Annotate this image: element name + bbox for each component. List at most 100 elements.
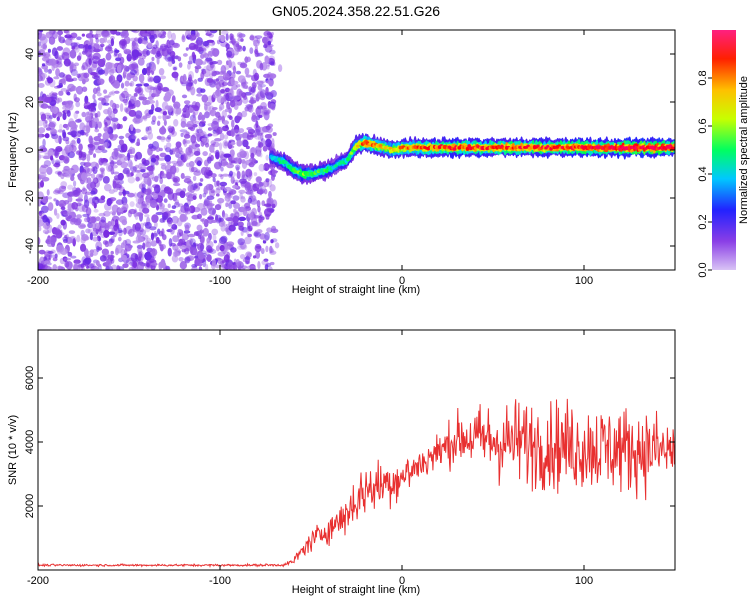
noise-blob: [50, 155, 54, 161]
noise-blob: [218, 201, 222, 209]
noise-blob: [216, 180, 220, 187]
noise-blob: [44, 133, 50, 139]
noise-blob: [198, 181, 202, 186]
noise-blob: [142, 99, 148, 106]
noise-blob: [250, 97, 257, 104]
noise-blob: [213, 161, 222, 170]
noise-blob: [147, 96, 154, 101]
noise-blob: [218, 221, 225, 227]
noise-blob: [52, 106, 58, 114]
noise-blob: [150, 262, 158, 266]
noise-blob: [266, 64, 270, 70]
colorbar-label: Normalized spectral amplitude: [738, 76, 750, 224]
noise-blob: [108, 231, 116, 235]
noise-blob: [230, 35, 234, 44]
noise-blob: [127, 159, 133, 168]
noise-blob: [187, 76, 192, 81]
noise-blob: [259, 80, 266, 84]
noise-blob: [55, 199, 60, 207]
noise-blob: [196, 160, 202, 167]
noise-blob: [161, 234, 167, 241]
noise-blob: [250, 87, 256, 93]
noise-blob: [245, 168, 253, 178]
noise-blob: [175, 153, 180, 158]
noise-blob: [138, 183, 144, 190]
noise-blob: [212, 91, 220, 99]
noise-blob: [241, 170, 246, 179]
noise-blob: [212, 129, 217, 134]
noise-blob: [204, 111, 210, 119]
noise-blob: [197, 114, 202, 121]
noise-blob: [201, 94, 209, 103]
noise-blob: [141, 68, 148, 75]
noise-blob: [48, 121, 57, 128]
noise-blob: [39, 210, 44, 215]
noise-blob: [265, 178, 270, 183]
noise-blob: [185, 206, 192, 215]
noise-blob: [212, 177, 216, 183]
noise-blob: [215, 129, 220, 135]
noise-blob: [78, 143, 83, 152]
noise-blob: [127, 176, 136, 184]
noise-blob: [198, 123, 203, 131]
noise-blob: [186, 180, 193, 185]
noise-blob: [41, 56, 50, 62]
noise-blob: [147, 85, 154, 90]
noise-blob: [182, 131, 191, 136]
noise-blob: [105, 52, 112, 61]
noise-blob: [255, 251, 261, 259]
noise-blob: [201, 114, 206, 121]
noise-blob: [188, 160, 195, 168]
noise-blob: [55, 161, 61, 165]
noise-blob: [43, 66, 48, 71]
noise-blob: [85, 49, 92, 58]
noise-blob: [89, 36, 94, 44]
noise-blob: [209, 109, 217, 117]
noise-blob: [142, 33, 150, 37]
noise-blob: [263, 162, 270, 172]
snr-y-tick-label: 4000: [24, 430, 36, 454]
noise-blob: [40, 113, 47, 122]
noise-blob: [209, 30, 218, 34]
noise-blob: [65, 214, 69, 221]
noise-blob: [169, 50, 176, 58]
noise-blob: [111, 204, 119, 213]
noise-blob: [42, 155, 50, 160]
noise-blob: [107, 93, 112, 98]
noise-blob: [266, 126, 273, 133]
noise-blob: [231, 119, 235, 129]
noise-blob: [260, 247, 265, 255]
noise-blob: [232, 264, 238, 270]
noise-blob: [203, 65, 211, 70]
noise-blob: [64, 34, 72, 39]
noise-blob: [114, 182, 123, 191]
noise-blob: [247, 104, 253, 113]
noise-blob: [114, 103, 120, 109]
noise-blob: [38, 216, 41, 225]
noise-blob: [151, 56, 155, 62]
noise-blob: [149, 171, 155, 180]
noise-blob: [92, 93, 96, 100]
noise-blob: [132, 75, 138, 82]
noise-blob: [150, 157, 157, 163]
noise-blob: [256, 229, 263, 234]
noise-blob: [63, 173, 72, 178]
noise-blob: [113, 224, 118, 232]
noise-blob: [102, 176, 110, 184]
noise-blob: [264, 138, 272, 148]
noise-blob: [67, 195, 73, 203]
noise-blob: [68, 230, 76, 234]
noise-blob: [134, 37, 139, 42]
noise-blob: [164, 265, 170, 270]
noise-blob: [126, 53, 132, 62]
noise-blob: [187, 233, 196, 238]
noise-blob: [115, 183, 122, 189]
noise-blob: [38, 226, 42, 232]
noise-blob: [246, 220, 251, 230]
noise-blob: [232, 179, 240, 184]
noise-blob: [97, 97, 106, 101]
noise-blob: [89, 30, 93, 35]
noise-blob: [84, 257, 92, 265]
noise-blob: [202, 134, 210, 139]
